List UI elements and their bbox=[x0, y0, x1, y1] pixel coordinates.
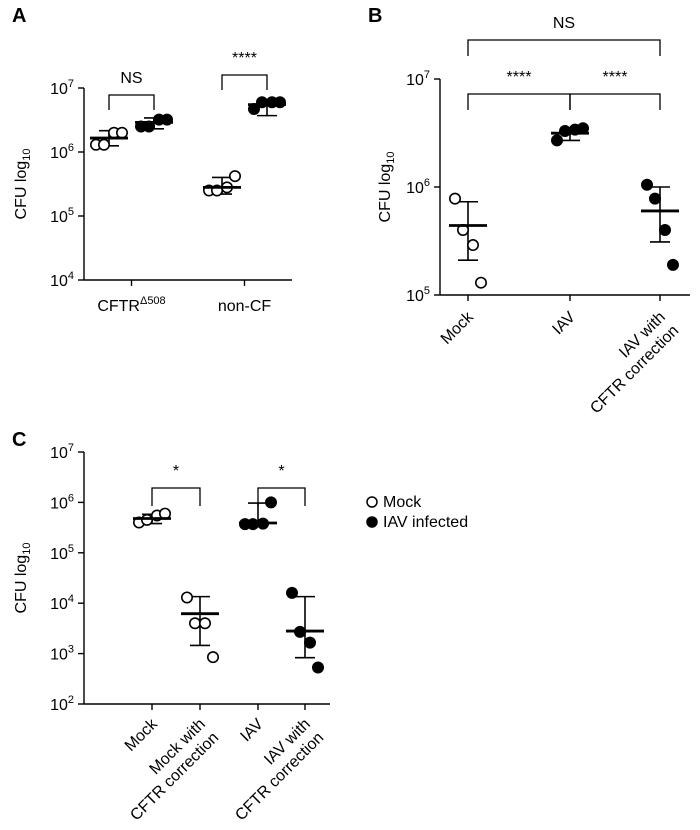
significance-label: NS bbox=[120, 70, 142, 87]
data-point bbox=[558, 125, 571, 138]
data-point bbox=[229, 170, 242, 183]
y-tick-label: 103 bbox=[50, 644, 74, 664]
x-tick-label-group: IAV bbox=[549, 309, 579, 339]
significance-bracket bbox=[257, 487, 306, 506]
panel-letter: B bbox=[368, 5, 382, 27]
data-point bbox=[116, 126, 129, 139]
legend-marker bbox=[366, 496, 378, 508]
y-tick-label: 107 bbox=[406, 69, 430, 89]
panel-a: A 104 105 106 107 CFU log10 CFTRΔ508 non-CF NS **… bbox=[12, 5, 292, 315]
data-point bbox=[658, 223, 671, 236]
y-tick-label: 104 bbox=[50, 593, 74, 613]
data-point bbox=[189, 617, 202, 630]
significance-bracket bbox=[569, 93, 661, 110]
legend: Mock IAV infected bbox=[366, 494, 468, 531]
data-point bbox=[474, 276, 487, 289]
data-point bbox=[550, 134, 563, 147]
y-tick-label: 105 bbox=[50, 543, 74, 563]
data-point bbox=[181, 591, 194, 604]
x-tick-label: IAV bbox=[549, 309, 579, 339]
y-tick-label: 106 bbox=[406, 177, 430, 197]
y-tick-label: 107 bbox=[50, 442, 74, 462]
data-point bbox=[264, 496, 277, 509]
data-point bbox=[207, 651, 220, 664]
data-point bbox=[648, 192, 661, 205]
data-point bbox=[303, 636, 316, 649]
x-tick-label: Mock bbox=[122, 715, 162, 755]
data-point bbox=[285, 586, 298, 599]
significance-label: **** bbox=[507, 69, 532, 86]
x-tick-label-group: Mock bbox=[438, 308, 478, 348]
panel-letter: C bbox=[12, 429, 26, 451]
data-point bbox=[666, 258, 679, 271]
significance-bracket bbox=[221, 74, 268, 90]
significance-bracket bbox=[151, 487, 201, 506]
legend-label: Mock bbox=[383, 494, 422, 511]
y-axis-label: CFU log10 bbox=[13, 543, 33, 614]
significance-label: **** bbox=[603, 69, 628, 86]
x-tick-label: IAV bbox=[237, 716, 267, 746]
data-point bbox=[141, 513, 154, 526]
y-tick-label: 106 bbox=[50, 492, 74, 512]
x-tick-label: CFTRΔ508 bbox=[97, 295, 165, 315]
panel-letter: A bbox=[12, 5, 26, 27]
significance-label: * bbox=[278, 463, 284, 480]
legend-label: IAV infected bbox=[383, 514, 468, 531]
y-axis-label: CFU log10 bbox=[377, 152, 397, 223]
x-tick-label: Mock bbox=[438, 308, 478, 348]
y-tick-label: 102 bbox=[50, 694, 74, 714]
y-tick-label: 105 bbox=[406, 285, 430, 305]
significance-bracket bbox=[467, 39, 661, 56]
y-tick-label: 105 bbox=[50, 206, 74, 226]
significance-label: NS bbox=[553, 15, 575, 32]
y-tick-label: 106 bbox=[50, 142, 74, 162]
significance-bracket bbox=[108, 94, 155, 110]
data-point bbox=[640, 178, 653, 191]
y-tick-label: 107 bbox=[50, 78, 74, 98]
data-point bbox=[199, 617, 212, 630]
data-point bbox=[98, 138, 111, 151]
data-point bbox=[466, 239, 479, 252]
significance-label: * bbox=[173, 463, 179, 480]
y-axis-label: CFU log10 bbox=[13, 149, 33, 220]
significance-bracket bbox=[467, 93, 571, 110]
x-tick-label: non-CF bbox=[218, 298, 272, 315]
y-tick-label: 104 bbox=[50, 270, 74, 290]
significance-label: **** bbox=[232, 50, 257, 67]
data-point bbox=[448, 192, 461, 205]
legend-marker bbox=[366, 516, 378, 528]
data-point bbox=[311, 661, 324, 674]
x-tick-label-group: Mock bbox=[122, 715, 162, 755]
x-tick-label-group: IAV bbox=[237, 716, 267, 746]
